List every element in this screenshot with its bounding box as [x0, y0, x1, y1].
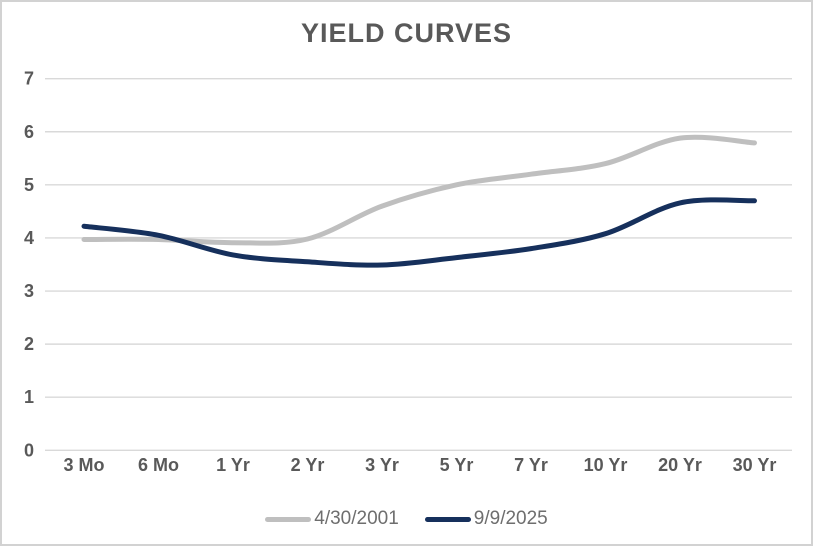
legend-label-2001: 4/30/2001: [314, 508, 399, 529]
legend-item-2001[interactable]: 4/30/2001: [265, 508, 399, 530]
x-axis-tick-label: 20 Yr: [658, 455, 702, 475]
y-axis-tick-label: 1: [24, 387, 34, 407]
legend-swatch-2025-line: [424, 516, 471, 522]
x-axis-tick-label: 3 Mo: [63, 455, 104, 475]
y-axis-tick-label: 3: [24, 281, 34, 301]
x-axis-tick-label: 2 Yr: [291, 455, 325, 475]
x-axis-tick-label: 7 Yr: [514, 455, 548, 475]
legend-item-2025[interactable]: 9/9/2025: [424, 508, 548, 530]
series-line-4-30-2001[interactable]: [81, 134, 757, 246]
legend-swatch-2001-line: [265, 516, 312, 522]
y-axis-tick-label: 6: [24, 122, 34, 142]
x-axis-tick-label: 3 Yr: [365, 455, 399, 475]
x-axis-tick-label: 5 Yr: [440, 455, 474, 475]
series-line-9-9-2025[interactable]: [81, 197, 757, 268]
y-axis-tick-label: 2: [24, 334, 34, 354]
y-axis-tick-label: 7: [24, 69, 34, 89]
y-axis-tick-label: 0: [24, 440, 34, 460]
y-axis-tick-label: 4: [24, 228, 34, 248]
x-axis-tick-label: 6 Mo: [138, 455, 179, 475]
chart-legend: 4/30/2001 9/9/2025: [2, 508, 811, 530]
legend-label-2025: 9/9/2025: [473, 508, 548, 529]
x-axis-tick-label: 10 Yr: [584, 455, 628, 475]
y-axis-tick-label: 5: [24, 175, 34, 195]
x-axis-tick-label: 1 Yr: [216, 455, 250, 475]
x-axis-tick-label: 30 Yr: [733, 455, 777, 475]
chart-title: YIELD CURVES: [300, 18, 513, 48]
